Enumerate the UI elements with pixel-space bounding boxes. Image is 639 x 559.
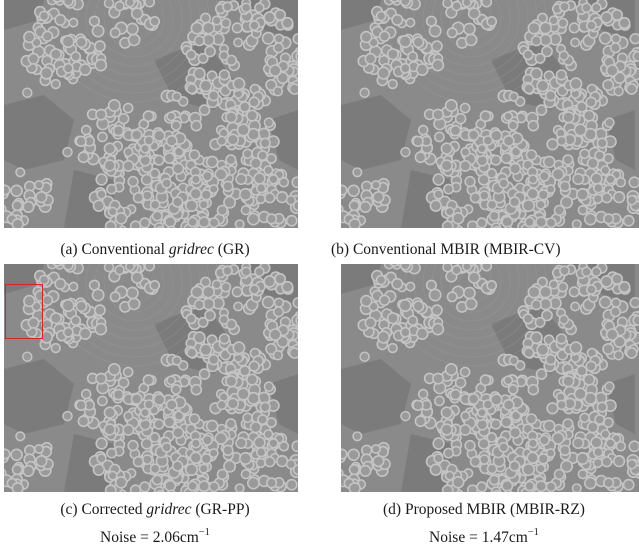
panel-c-caption: (c) Corrected gridrec (GR-PP) xyxy=(60,501,250,518)
panel-d-image xyxy=(341,264,639,492)
roi-box xyxy=(5,284,43,339)
panel-d-svg xyxy=(341,264,639,492)
panel-c-svg xyxy=(4,264,298,492)
panel-a-caption: (a) Conventional gridrec (GR) xyxy=(60,241,250,258)
panel-c-noise: Noise = 2.06cm−1 xyxy=(100,527,210,547)
panel-b-caption: (b) Conventional MBIR (MBIR-CV) xyxy=(331,241,561,258)
panel-a-image xyxy=(4,0,298,228)
panel-b-image xyxy=(341,0,639,228)
panel-b-svg xyxy=(341,0,639,228)
panel-c-image xyxy=(4,264,298,492)
panel-a-svg xyxy=(4,0,298,228)
panel-d-noise: Noise = 1.47cm−1 xyxy=(429,527,539,547)
panel-d-caption: (d) Proposed MBIR (MBIR-RZ) xyxy=(383,501,585,518)
